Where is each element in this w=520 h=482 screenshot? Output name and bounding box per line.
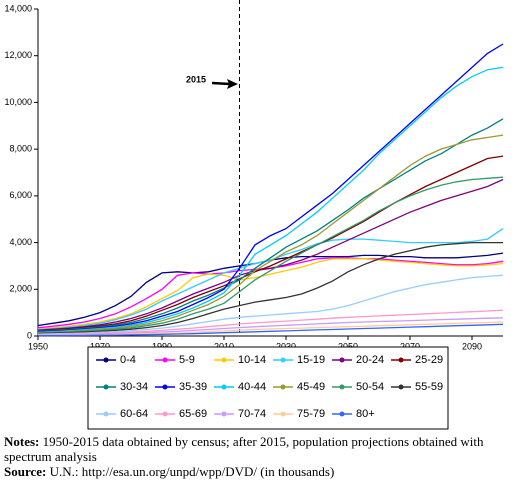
y-tick-label: 0 — [27, 330, 32, 340]
series-line — [37, 241, 503, 335]
notes: Notes: 1950-2015 data obtained by census… — [4, 434, 516, 479]
x-tick-label: 1990 — [152, 341, 172, 351]
x-tick-label: 2030 — [276, 341, 296, 351]
series-line — [37, 317, 504, 336]
legend-marker — [280, 357, 286, 363]
legend-marker — [339, 357, 345, 363]
source-text: U.N.: http://esa.un.org/unpd/wpp/DVD/ (i… — [49, 464, 335, 479]
legend-label: 60-64 — [120, 408, 148, 420]
legend-label: 55-59 — [415, 381, 443, 393]
legend-box — [87, 346, 449, 430]
series-line — [37, 258, 504, 330]
legend-marker — [339, 384, 345, 390]
legend-marker — [103, 384, 109, 390]
legend-marker — [103, 357, 109, 363]
source-label: Source: — [4, 464, 47, 479]
legend-label: 30-34 — [120, 381, 148, 393]
y-tick-label: 6,000 — [9, 190, 32, 200]
legend-label: 75-79 — [297, 408, 325, 420]
legend-label: 80+ — [356, 408, 375, 420]
legend-marker — [162, 357, 168, 363]
arrow-head — [227, 79, 238, 89]
legend-label: 0-4 — [120, 354, 136, 366]
series-line — [37, 66, 504, 333]
y-tick-label: 10,000 — [4, 97, 32, 107]
legend-marker — [221, 384, 227, 390]
x-tick-label: 2010 — [214, 341, 234, 351]
annotation: 2015 — [186, 74, 206, 84]
x-tick-label: 2070 — [400, 341, 420, 351]
x-tick-label: 2050 — [338, 341, 358, 351]
x-tick-label: 1950 — [28, 341, 48, 351]
notes-label: Notes: — [4, 434, 40, 449]
series-line — [37, 176, 504, 334]
legend-marker — [221, 411, 227, 417]
y-tick-label: 12,000 — [4, 50, 32, 60]
legend-label: 20-24 — [356, 354, 384, 366]
legend-marker — [398, 357, 404, 363]
legend-marker — [339, 411, 345, 417]
notes-line: Notes: 1950-2015 data obtained by census… — [4, 434, 516, 464]
legend-marker — [162, 384, 168, 390]
legend-marker — [221, 357, 227, 363]
legend-marker — [280, 384, 286, 390]
series-line — [37, 118, 504, 332]
source-line: Source: U.N.: http://esa.un.org/unpd/wpp… — [4, 464, 516, 479]
chart: 0 2,000 4,000 6,000 8,000 10,000 12,000 14,000 1… — [4, 0, 504, 430]
legend-label: 65-69 — [179, 408, 207, 420]
arrow-shaft — [211, 81, 231, 86]
series-line — [37, 178, 504, 331]
legend-label: 5-9 — [179, 354, 195, 366]
legend-label: 15-19 — [297, 354, 325, 366]
y-tick-label: 4,000 — [9, 237, 32, 247]
legend-label: 70-74 — [238, 408, 266, 420]
legend-label: 25-29 — [415, 354, 443, 366]
series-line — [37, 155, 504, 332]
legend-marker — [398, 384, 404, 390]
x-tick-label: 2090 — [462, 341, 482, 351]
y-tick-label: 14,000 — [4, 3, 32, 13]
y-tick-label: 2,000 — [9, 284, 32, 294]
series-line — [37, 228, 504, 331]
x-tick-label: 1970 — [90, 341, 110, 351]
legend-label: 40-44 — [238, 381, 266, 393]
plot: 0 2,000 4,000 6,000 8,000 10,000 12,000 14,000 1… — [4, 0, 504, 351]
legend-label: 50-54 — [356, 381, 384, 393]
legend-label: 35-39 — [179, 381, 207, 393]
series-line — [37, 134, 504, 334]
legend: 0-4 5-9 10-14 15-19 20-24 25-29 30-34 35-39 40-4… — [96, 354, 443, 420]
series-line — [37, 274, 504, 335]
notes-text: 1950-2015 data obtained by census; after… — [4, 434, 484, 464]
legend-marker — [162, 411, 168, 417]
legend-label: 10-14 — [238, 354, 266, 366]
y-tick-label: 8,000 — [9, 144, 32, 154]
legend-label: 45-49 — [297, 381, 325, 393]
legend-marker — [280, 411, 286, 417]
series-line — [38, 323, 504, 337]
series-line — [37, 309, 504, 336]
series-line — [37, 43, 504, 333]
legend-marker — [103, 411, 109, 417]
